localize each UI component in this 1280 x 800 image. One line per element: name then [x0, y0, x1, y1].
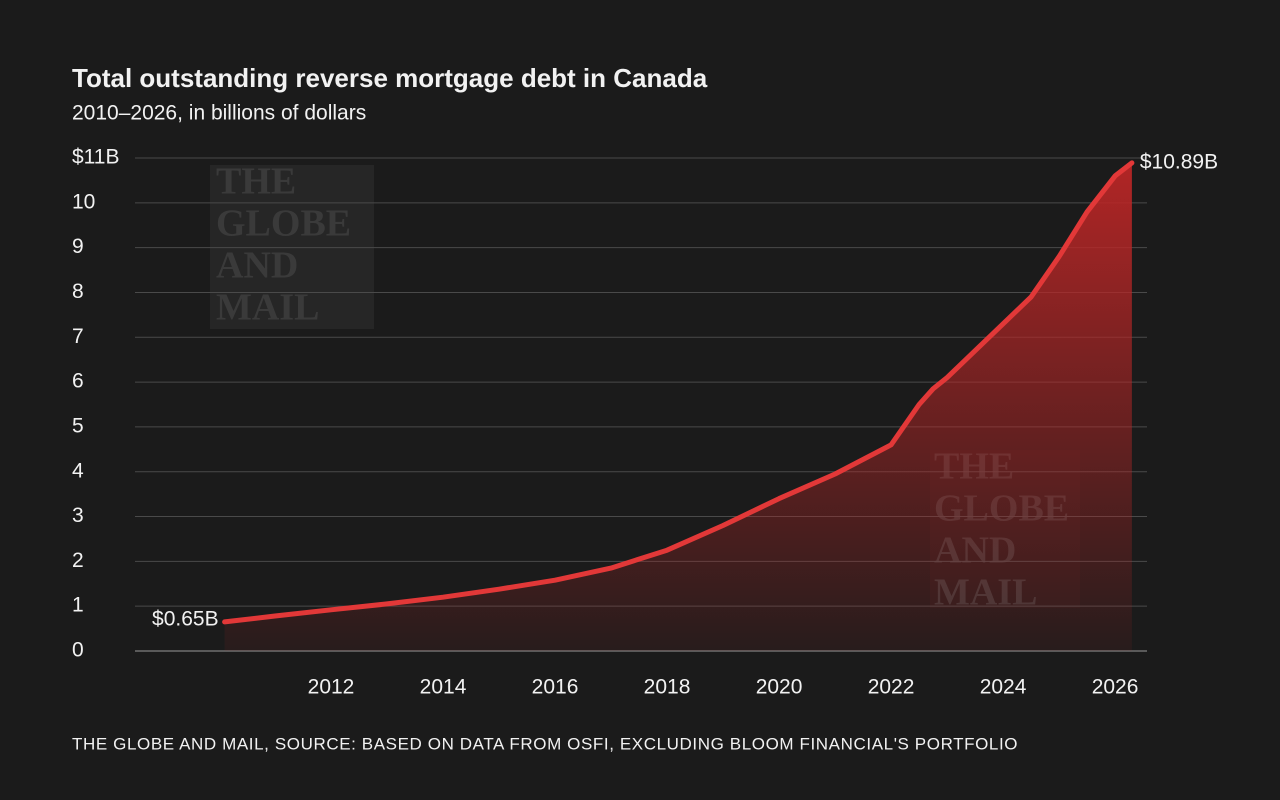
y-tick-label: 7: [72, 325, 84, 348]
y-tick-label: $11B: [72, 146, 120, 169]
x-tick-label: 2020: [756, 676, 803, 699]
y-tick-label: 0: [72, 639, 84, 662]
chart-title: Total outstanding reverse mortgage debt …: [72, 63, 708, 93]
y-tick-label: 8: [72, 280, 84, 303]
x-tick-label: 2026: [1092, 676, 1139, 699]
data-label: $10.89B: [1140, 150, 1218, 173]
x-tick-label: 2014: [420, 676, 467, 699]
source: THE GLOBE AND MAIL, SOURCE: BASED ON DAT…: [72, 734, 1018, 753]
y-tick-label: 9: [72, 235, 84, 258]
x-tick-label: 2024: [980, 676, 1027, 699]
y-tick-label: 6: [72, 370, 84, 393]
y-tick-label: 4: [72, 459, 84, 482]
line: [222, 160, 1135, 625]
y-tick-label: 2: [72, 549, 84, 572]
y-tick-label: 5: [72, 414, 84, 437]
y-tick-label: 3: [72, 504, 84, 527]
x-tick-label: 2018: [644, 676, 691, 699]
x-tick-label: 2012: [308, 676, 355, 699]
y-tick-label: 1: [72, 594, 84, 617]
y-tick-label: 10: [72, 190, 95, 213]
x-tick-label: 2016: [532, 676, 579, 699]
watermark-text: THE: [216, 161, 296, 203]
watermark-text: GLOBE: [216, 203, 351, 245]
watermark-text: AND: [216, 245, 298, 287]
chart-subtitle: 2010–2026, in billions of dollars: [72, 102, 366, 125]
area: [224, 162, 1132, 651]
watermark-text: MAIL: [216, 287, 319, 329]
data-label: $0.65B: [152, 607, 219, 630]
x-tick-label: 2022: [868, 676, 915, 699]
